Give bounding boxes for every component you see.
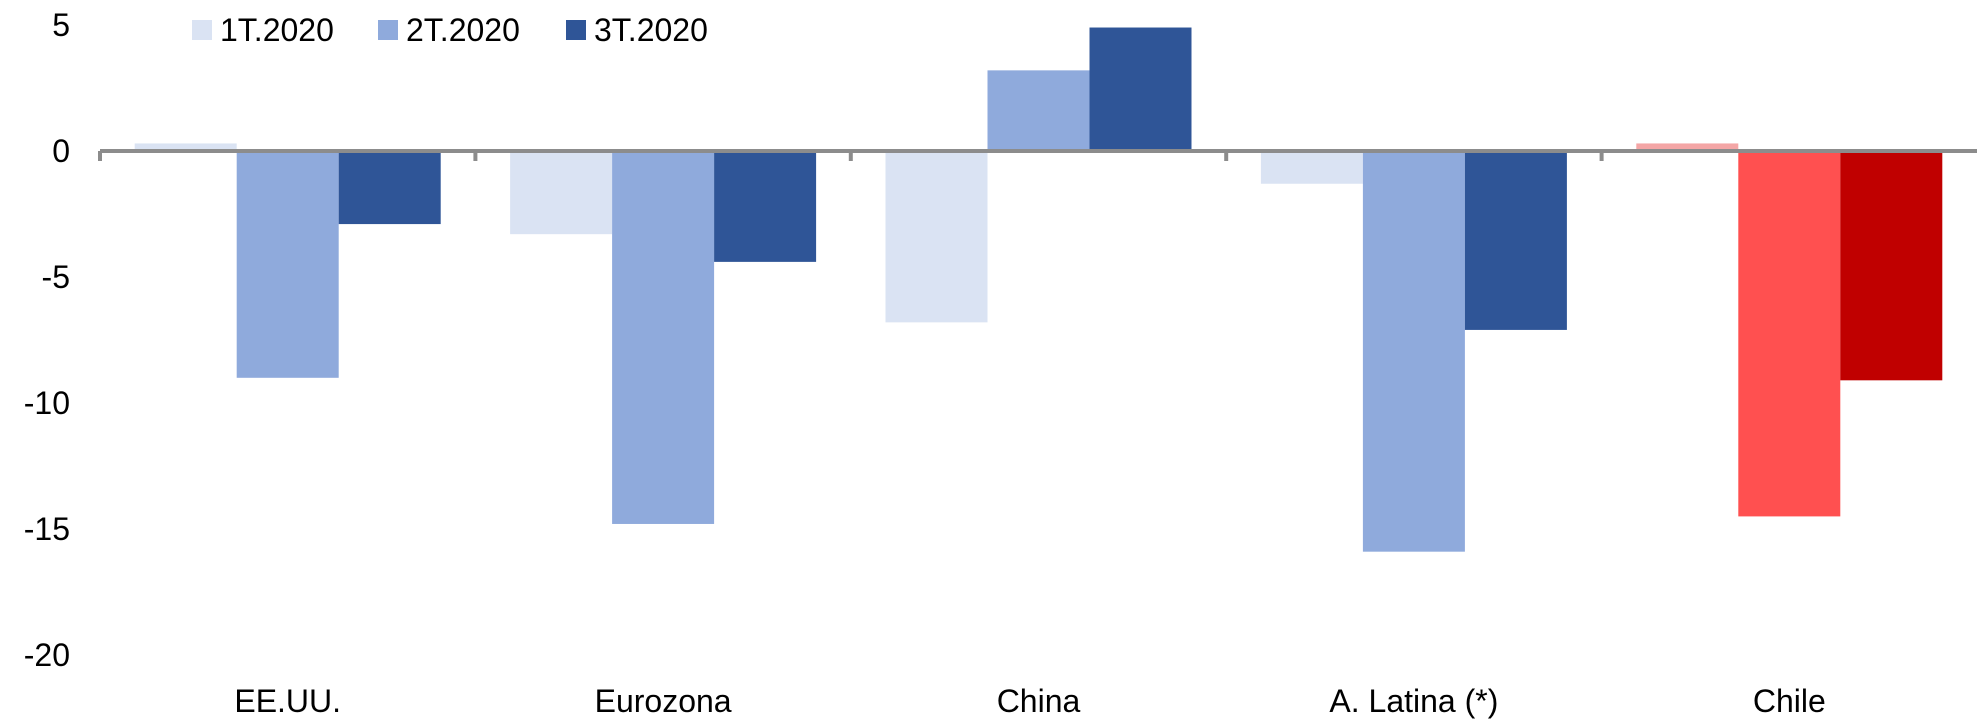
bar <box>134 143 237 151</box>
bar <box>612 151 715 524</box>
bar <box>1089 27 1192 151</box>
legend: 1T.2020 2T.2020 3T.2020 <box>192 12 708 48</box>
y-tick-label: -20 <box>24 637 70 673</box>
category-label: China <box>997 683 1081 719</box>
bar <box>338 151 441 225</box>
bar <box>1362 151 1465 552</box>
y-tick-label: -5 <box>42 259 70 295</box>
bar <box>714 151 817 262</box>
y-tick-label: -15 <box>24 511 70 547</box>
bar <box>1636 143 1739 151</box>
bar <box>236 151 339 378</box>
bar <box>885 151 988 323</box>
y-axis-ticks: 5 0 -5 -10 -15 -20 <box>24 7 70 673</box>
bars-group <box>134 27 1943 552</box>
bar <box>1840 151 1943 381</box>
legend-swatch <box>192 20 212 40</box>
bar <box>1738 151 1841 517</box>
legend-swatch <box>378 20 398 40</box>
category-label: Eurozona <box>595 683 732 719</box>
category-labels: EE.UU. Eurozona China A. Latina (*) Chile <box>234 683 1825 719</box>
category-label: A. Latina (*) <box>1329 683 1498 719</box>
y-tick-label: 5 <box>52 7 70 43</box>
category-label: Chile <box>1753 683 1826 719</box>
bar <box>1260 151 1363 184</box>
bar <box>510 151 613 235</box>
legend-swatch <box>566 20 586 40</box>
y-tick-label: -10 <box>24 385 70 421</box>
category-label: EE.UU. <box>234 683 341 719</box>
legend-label: 2T.2020 <box>406 12 520 48</box>
bar <box>1464 151 1567 330</box>
zero-axis <box>98 149 1977 161</box>
legend-label: 3T.2020 <box>594 12 708 48</box>
legend-label: 1T.2020 <box>220 12 334 48</box>
y-tick-label: 0 <box>52 133 70 169</box>
bar <box>987 70 1090 151</box>
